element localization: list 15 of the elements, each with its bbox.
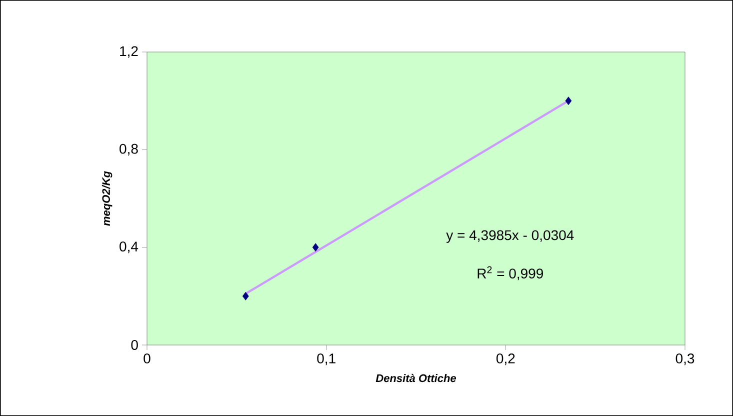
annotation: y = 4,3985x - 0,0304 (446, 230, 574, 243)
x-tick-label: 0,3 (676, 354, 694, 366)
y-tick-label: 0,8 (120, 144, 138, 156)
y-tick-label: 0,4 (120, 242, 138, 254)
x-tick-label: 0,2 (496, 354, 515, 366)
y-axis-title: meqO2/Kg (102, 171, 112, 226)
annotation: R$^{2}$ = 0,999 (478, 266, 543, 280)
x-tick-label: 0 (144, 354, 150, 364)
x-tick-label: 0,1 (317, 354, 336, 366)
x-axis-title: Densità Ottiche (376, 374, 456, 382)
y-tick-label: 0 (131, 340, 138, 350)
point (312, 243, 319, 252)
point (565, 96, 572, 106)
y-tick-label: 1,2 (120, 46, 138, 58)
point (242, 292, 249, 300)
